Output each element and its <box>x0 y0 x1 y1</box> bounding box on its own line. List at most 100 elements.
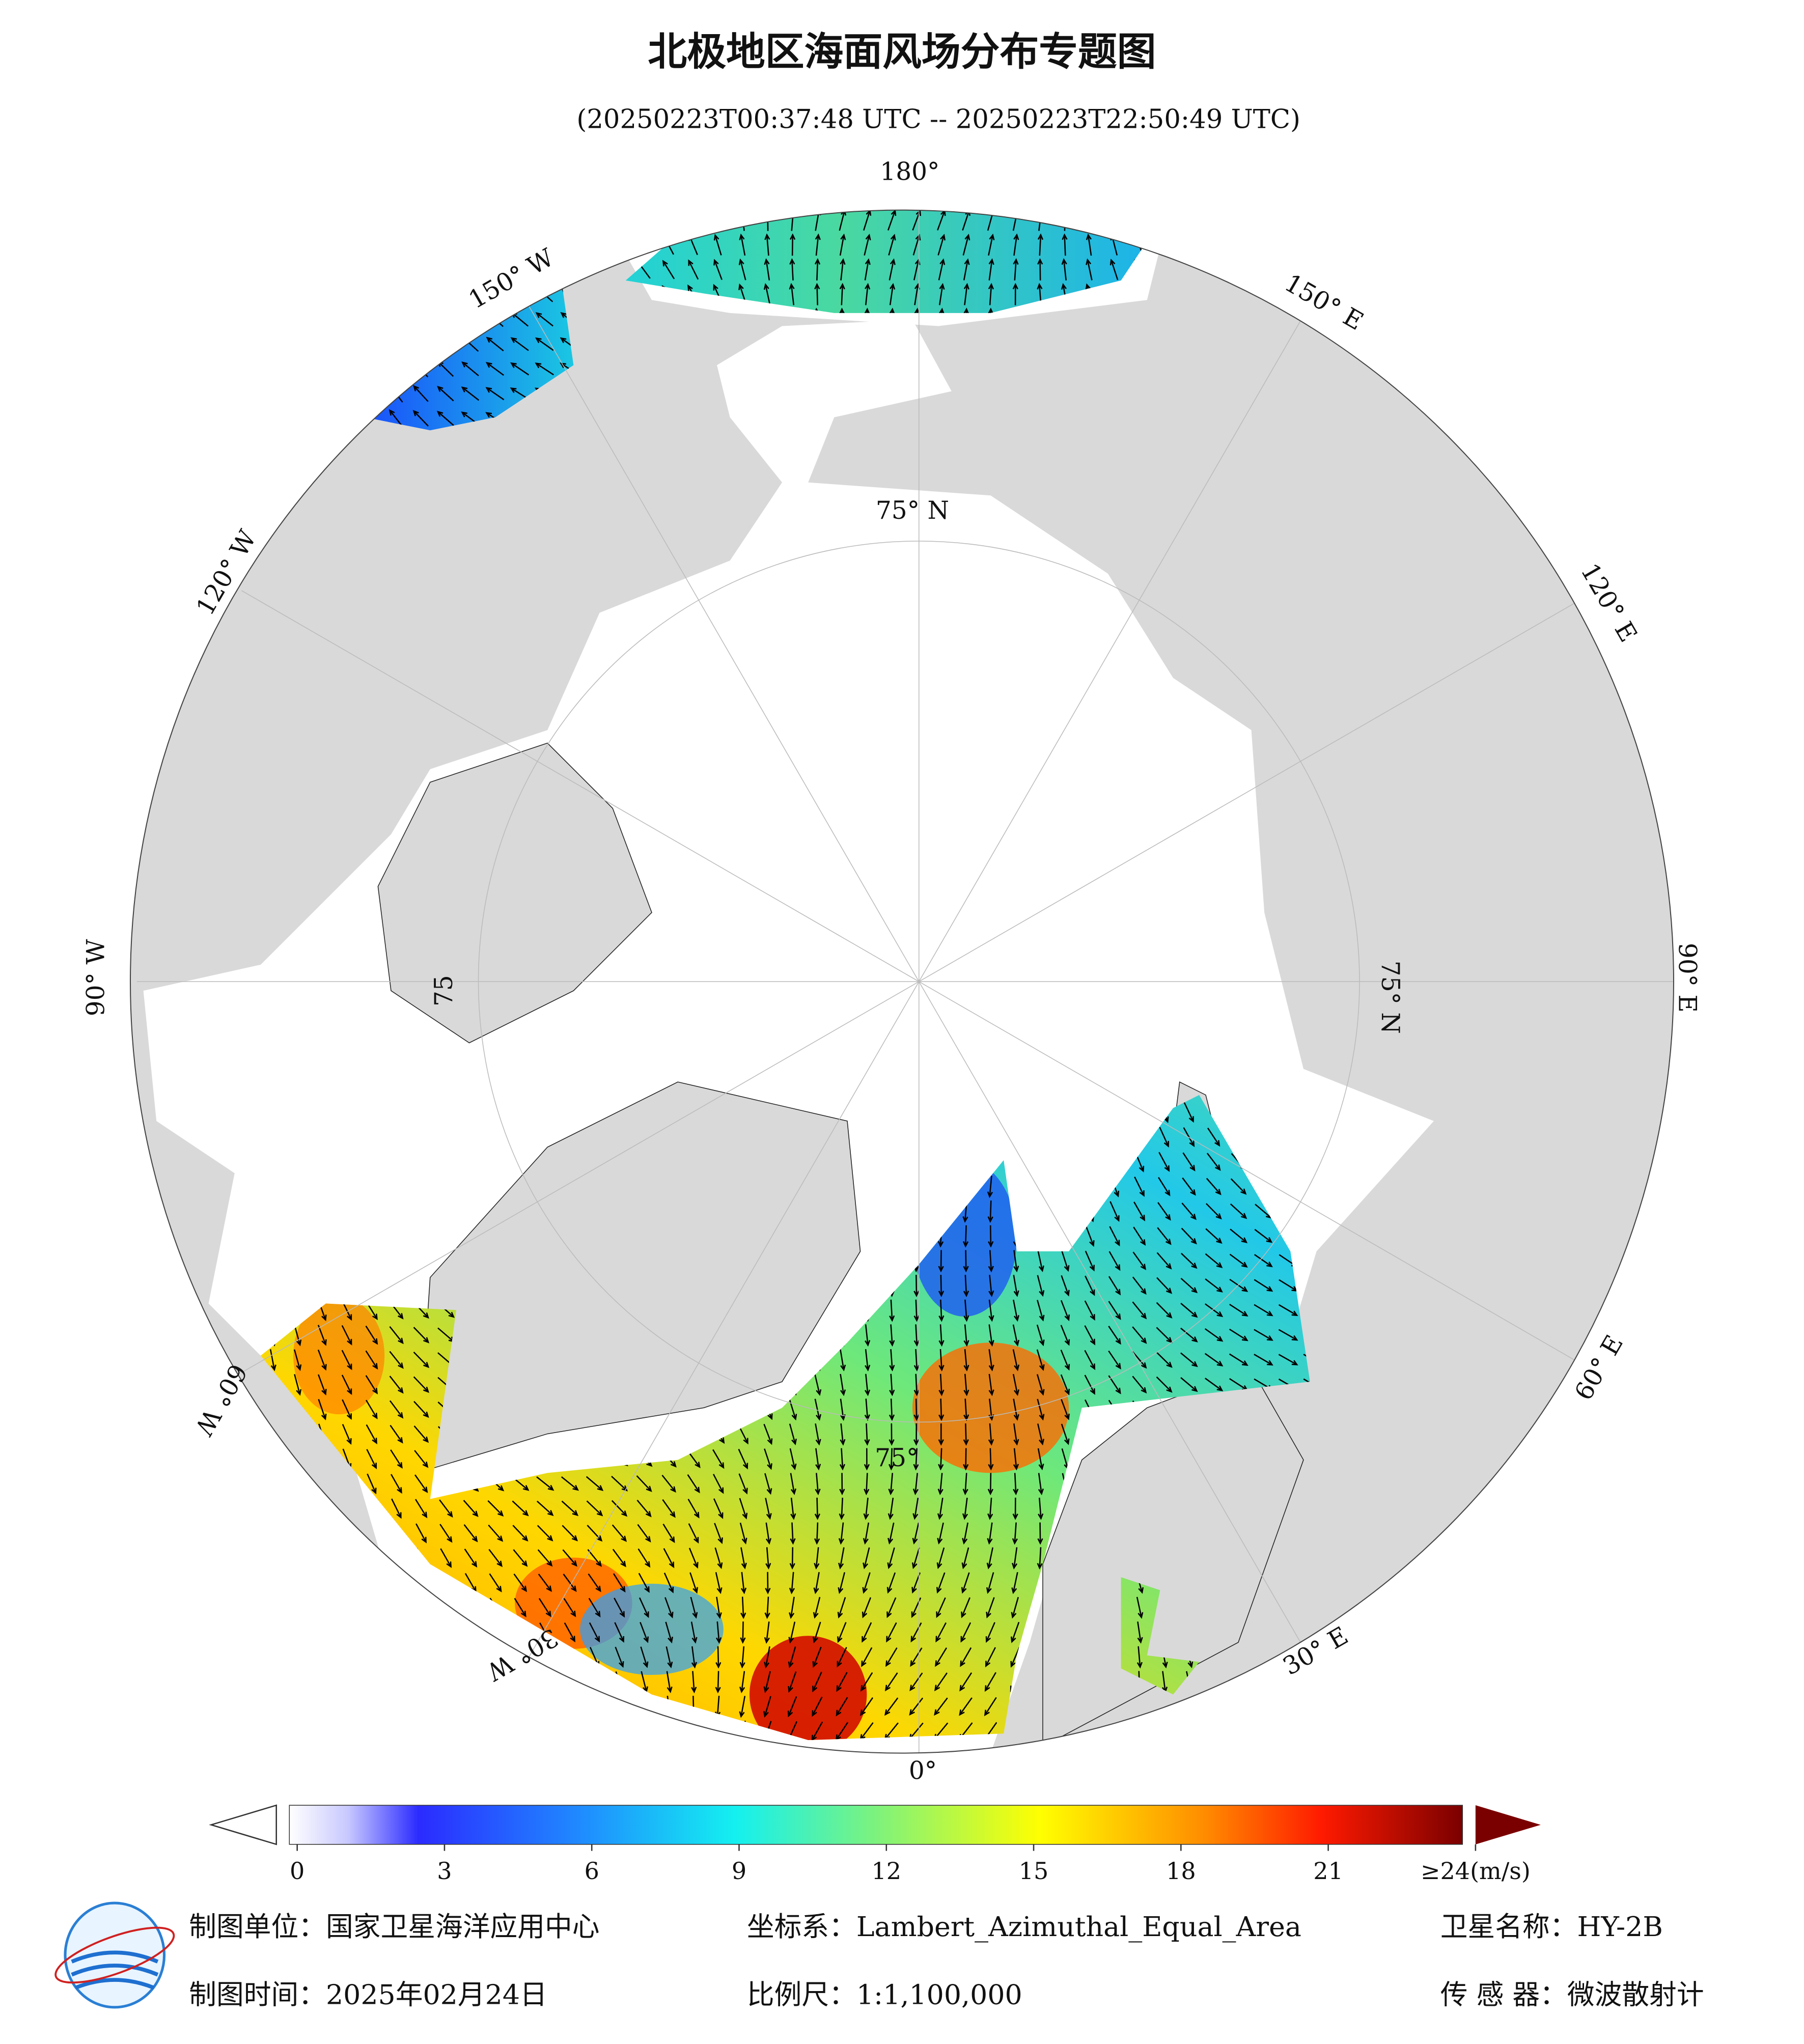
wind-arrow <box>863 1497 869 1520</box>
wind-arrow <box>637 1524 651 1543</box>
wind-arrow <box>366 358 377 379</box>
wind-arrow <box>959 1672 973 1692</box>
wind-arrow <box>1260 1746 1267 1766</box>
wind-arrow <box>1132 1376 1147 1394</box>
wind-arrow <box>1207 210 1219 230</box>
wind-arrow <box>1355 287 1369 302</box>
wind-arrow <box>1060 1325 1070 1346</box>
wind-arrow <box>716 1597 722 1619</box>
wind-arrow <box>562 211 576 230</box>
meridian <box>241 981 920 1373</box>
wind-arrow <box>1408 1573 1416 1592</box>
wind-arrow <box>1435 1621 1440 1642</box>
wind-arrow <box>1061 1250 1070 1272</box>
wind-arrow <box>293 1621 301 1644</box>
wind-arrow <box>763 1696 771 1718</box>
wind-arrow <box>611 1500 628 1517</box>
wind-arrow <box>988 1299 994 1322</box>
wind-arrow <box>1037 1275 1045 1297</box>
graticule <box>136 210 1674 1753</box>
wind-arrow <box>887 1547 895 1570</box>
wind-arrow <box>538 1598 551 1617</box>
wind-arrow <box>740 1547 747 1570</box>
wind-arrow <box>1157 1202 1171 1221</box>
wind-arrow <box>1156 1277 1173 1294</box>
wind-arrow <box>889 1448 895 1471</box>
wind-arrow <box>269 458 276 480</box>
wind-arrow <box>317 432 326 454</box>
wind-arrow <box>1156 1352 1173 1368</box>
wind-arrow <box>864 1473 870 1496</box>
wind-arrow <box>663 210 674 231</box>
wind-arrow <box>1231 236 1245 254</box>
wind-arrow <box>561 1500 579 1517</box>
wind-arrow <box>317 382 326 404</box>
wind-arrow <box>1206 1203 1222 1220</box>
wind-arrow <box>268 431 275 454</box>
wind-arrow <box>788 1621 796 1644</box>
wind-arrow <box>567 1746 573 1766</box>
wind-arrow <box>242 1697 254 1715</box>
colorbar-tick-label: 21 <box>1313 1857 1343 1885</box>
wind-arrow <box>390 1449 403 1469</box>
wind-arrow <box>889 1398 895 1421</box>
wind-arrow <box>1230 1178 1247 1195</box>
footer-item: 卫星名称：HY-2B <box>1440 1911 1663 1943</box>
wind-arrow <box>985 1647 996 1668</box>
wind-arrow <box>294 1522 300 1545</box>
wind-arrow <box>390 309 402 329</box>
wind-arrow <box>269 1473 276 1496</box>
wind-arrow <box>690 1621 698 1644</box>
wind-arrow <box>295 210 301 231</box>
wind-arrow <box>540 1671 550 1693</box>
wind-arrow <box>1434 1671 1439 1692</box>
wind-arrow <box>934 1697 948 1716</box>
wind-arrow <box>1037 1547 1043 1570</box>
wind-arrow <box>814 1497 821 1520</box>
wind-arrow <box>242 1672 253 1690</box>
wind-arrow <box>1013 233 1019 256</box>
wind-arrow <box>564 1622 575 1643</box>
wind-arrow <box>467 1696 475 1718</box>
wind-arrow <box>319 210 325 231</box>
wind-arrow <box>515 187 526 205</box>
wind-arrow <box>246 1398 251 1419</box>
wind-arrow <box>588 1598 601 1618</box>
wind-arrow <box>988 258 994 281</box>
meridian <box>919 304 1311 982</box>
wind-arrow <box>342 283 350 305</box>
wind-arrow <box>317 1646 325 1668</box>
wind-arrow <box>840 1349 846 1371</box>
wind-arrow <box>318 258 324 281</box>
wind-arrow <box>1212 1746 1217 1766</box>
wind-arrow <box>962 1473 968 1496</box>
wind-arrow <box>417 1597 426 1619</box>
wind-arrow <box>1010 1646 1020 1668</box>
wind-arrow <box>441 1621 451 1643</box>
wind-arrow <box>1204 1353 1224 1367</box>
wind-arrow <box>887 210 897 231</box>
wind-arrow <box>837 1622 847 1643</box>
wind-arrow <box>913 1275 920 1298</box>
wind-arrow <box>461 361 479 377</box>
wind-arrow <box>1182 1152 1196 1172</box>
wind-arrow <box>836 1697 848 1717</box>
wind-arrow <box>1205 1253 1223 1268</box>
wind-arrow <box>541 1696 550 1718</box>
wind-arrow <box>1062 233 1068 256</box>
wind-arrow <box>860 1697 874 1716</box>
wind-arrow <box>1161 1720 1168 1741</box>
wind-arrow <box>513 1549 528 1567</box>
wind-arrow <box>1109 1201 1120 1222</box>
wind-arrow <box>764 233 770 256</box>
wind-arrow <box>561 1476 579 1491</box>
wind-arrow <box>1111 1746 1116 1766</box>
wind-arrow <box>913 1374 920 1396</box>
wind-arrow <box>814 1547 820 1570</box>
wind-arrow <box>294 258 300 281</box>
wind-arrow <box>486 337 504 352</box>
wind-arrow <box>1012 1349 1020 1371</box>
wind-arrow <box>267 1672 278 1692</box>
wind-arrow <box>1061 1423 1070 1445</box>
wind-arrow <box>415 259 427 280</box>
